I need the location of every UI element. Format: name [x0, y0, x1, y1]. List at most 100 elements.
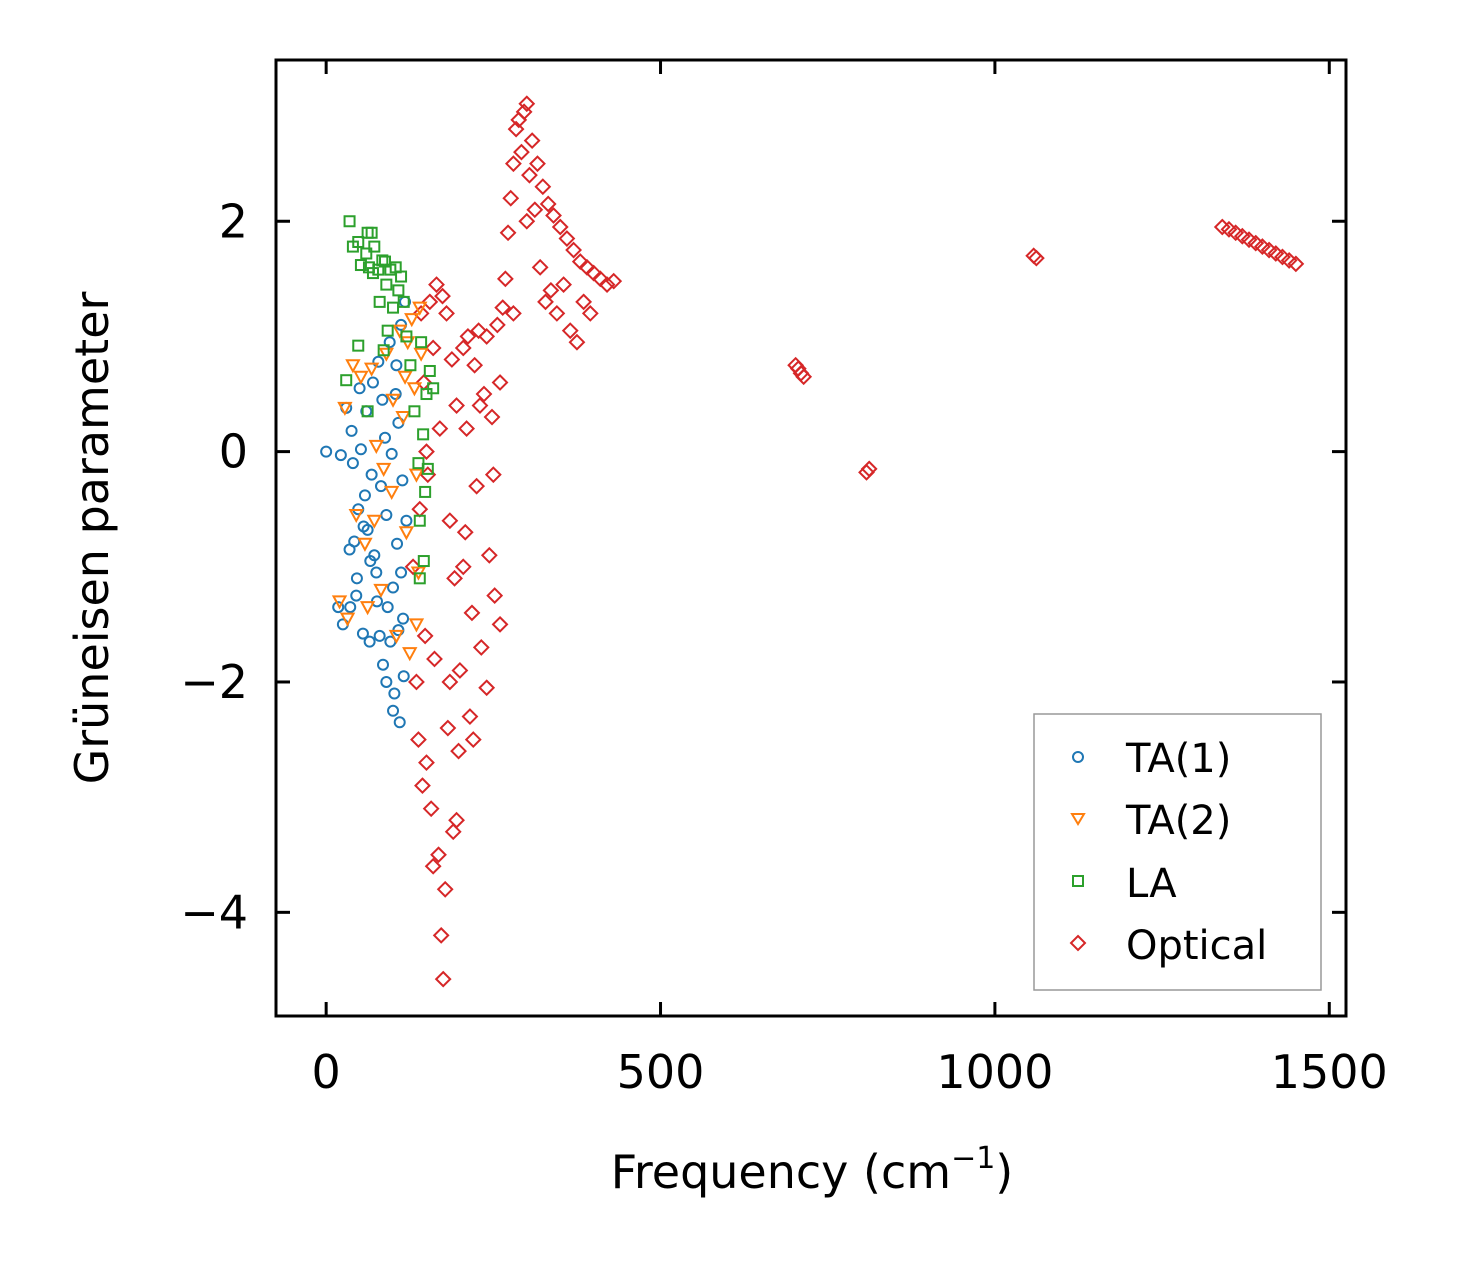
point-optical [605, 272, 623, 290]
point-ta1 [381, 601, 394, 614]
point-ta2 [345, 359, 361, 374]
point-ta2 [402, 647, 418, 662]
point-la [408, 405, 421, 418]
point-la [392, 284, 405, 297]
point-la [404, 359, 417, 372]
point-optical [518, 212, 536, 230]
point-ta1 [396, 474, 409, 487]
point-ta1 [334, 449, 347, 462]
point-ta1 [388, 687, 401, 700]
point-optical [1027, 249, 1045, 267]
point-optical [464, 731, 482, 748]
point-optical [450, 742, 467, 760]
point-ta1 [387, 581, 400, 594]
point-ta1 [320, 445, 333, 458]
point-la [413, 572, 426, 585]
point-ta1 [356, 627, 369, 640]
point-la [423, 364, 436, 377]
point-ta1 [397, 670, 410, 683]
point-ta2 [359, 601, 376, 616]
point-optical [502, 189, 520, 207]
point-optical [414, 777, 431, 795]
point-optical [513, 143, 530, 161]
point-la [343, 215, 356, 228]
point-ta1 [332, 601, 345, 614]
x-axis-title: Frequency (cm−1) [611, 1141, 1014, 1199]
point-ta2 [395, 411, 411, 426]
x-tick-label: 1500 [1271, 1045, 1388, 1099]
point-optical [1025, 247, 1043, 265]
point-ta1 [373, 629, 386, 642]
point-ta2 [375, 462, 392, 477]
point-ta2 [397, 370, 413, 385]
point-la [413, 514, 426, 527]
point-optical [461, 708, 479, 725]
point-ta2 [400, 336, 416, 351]
point-la [368, 240, 381, 253]
point-optical [456, 523, 474, 541]
point-la [400, 330, 413, 343]
point-optical [518, 95, 536, 113]
point-optical [526, 201, 544, 219]
point-la [417, 428, 430, 441]
point-optical [424, 339, 442, 357]
point-ta1 [354, 443, 367, 456]
point-ta2 [404, 313, 420, 328]
point-optical [523, 132, 541, 150]
point-ta1 [397, 612, 410, 625]
point-optical [404, 558, 422, 576]
point-la [360, 247, 373, 260]
point-optical [1213, 218, 1231, 236]
point-ta2 [366, 514, 382, 529]
point-optical [470, 322, 488, 340]
point-optical [483, 408, 501, 426]
point-ta2 [348, 508, 364, 524]
point-ta1 [395, 566, 408, 579]
point-ta1 [400, 514, 413, 527]
point-ta1 [346, 457, 359, 470]
point-optical [441, 673, 459, 691]
point-ta2 [408, 468, 425, 483]
point-la [415, 336, 428, 349]
point-optical [504, 304, 522, 322]
point-optical [858, 463, 875, 481]
point-ta1 [376, 393, 389, 406]
point-optical [545, 207, 562, 224]
point-optical [421, 293, 439, 311]
point-ta1 [377, 658, 389, 671]
point-la [417, 555, 430, 568]
point-optical [418, 443, 435, 461]
point-optical [438, 304, 455, 322]
point-optical [431, 420, 449, 437]
point-ta2 [357, 537, 373, 552]
point-ta1 [391, 537, 404, 550]
point-optical [480, 546, 498, 564]
point-ta1 [364, 555, 377, 568]
point-optical [529, 155, 546, 173]
point-la [427, 382, 440, 395]
point-ta2 [413, 347, 429, 362]
point-ta1 [365, 468, 378, 481]
point-la [419, 485, 432, 498]
y-tick-label: −4 [180, 885, 248, 939]
legend-label-optical: Optical [1126, 923, 1267, 969]
point-optical [478, 679, 496, 697]
point-optical [521, 166, 538, 184]
point-ta1 [358, 489, 371, 502]
point-ta2 [385, 393, 401, 408]
point-optical [1287, 255, 1305, 273]
point-optical [575, 293, 593, 311]
point-optical [446, 569, 463, 587]
y-axis-title: Grüneisen parameter [65, 291, 119, 784]
point-optical [558, 230, 576, 247]
point-optical [430, 846, 447, 864]
point-ta1 [357, 520, 370, 533]
point-optical [444, 823, 462, 841]
plot-frame [274, 58, 1348, 1018]
point-optical [478, 328, 496, 345]
legend-label-ta1: TA(1) [1125, 736, 1231, 782]
point-ta1 [344, 601, 357, 614]
point-optical [504, 155, 522, 173]
legend-marker-ta1 [1072, 751, 1084, 763]
point-optical [486, 587, 504, 605]
